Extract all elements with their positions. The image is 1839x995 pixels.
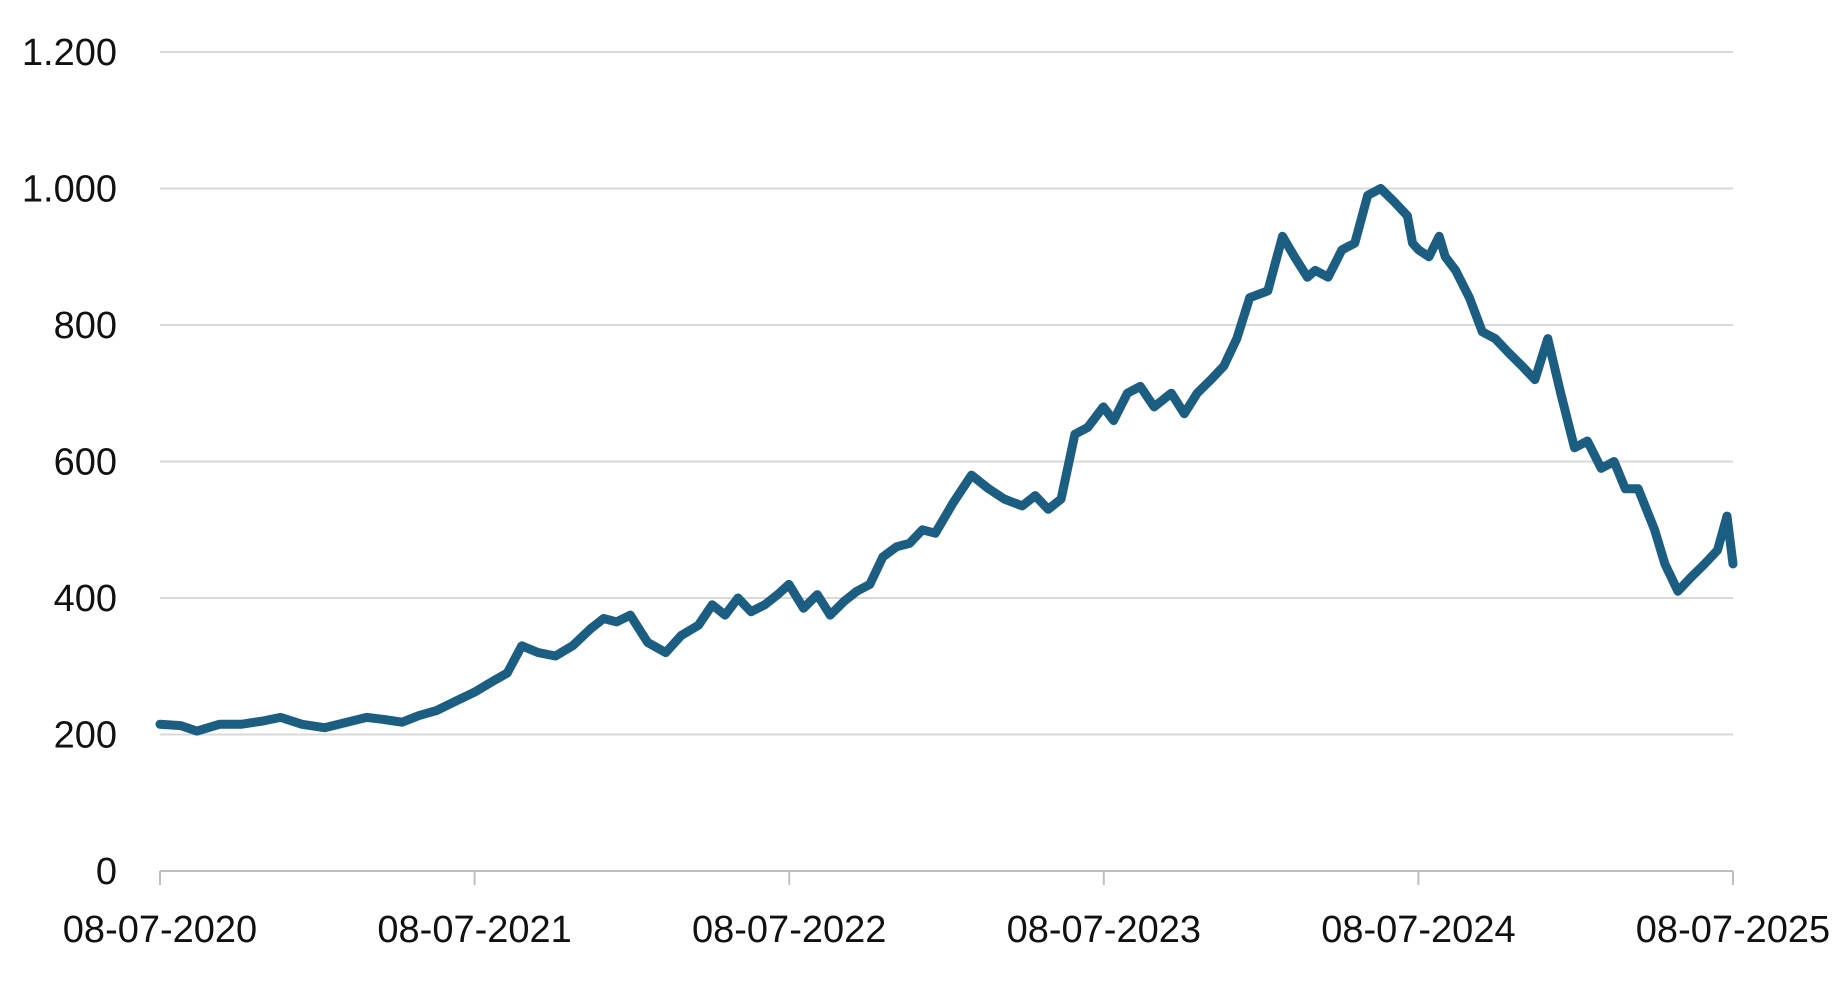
x-tick-label: 08-07-2022 bbox=[692, 909, 886, 951]
y-tick-label: 0 bbox=[96, 851, 117, 893]
x-tick-label: 08-07-2024 bbox=[1321, 909, 1515, 951]
y-tick-label: 400 bbox=[54, 578, 117, 620]
x-tick-label: 08-07-2023 bbox=[1007, 909, 1201, 951]
y-tick-label: 800 bbox=[54, 305, 117, 347]
y-tick-label: 1.200 bbox=[22, 32, 117, 74]
y-tick-label: 1.000 bbox=[22, 169, 117, 211]
series-layer bbox=[155, 184, 1738, 736]
y-tick-label: 600 bbox=[54, 442, 117, 484]
y-axis-tick-labels: 0 200 400 600 800 1.000 1.200 bbox=[22, 32, 117, 893]
x-tick-label: 08-07-2020 bbox=[63, 909, 257, 951]
series-line bbox=[155, 184, 1738, 736]
x-tick-label: 08-07-2025 bbox=[1636, 909, 1830, 951]
x-tick-label: 08-07-2021 bbox=[377, 909, 571, 951]
y-tick-label: 200 bbox=[54, 715, 117, 757]
gridlines bbox=[160, 51, 1733, 736]
x-axis bbox=[159, 870, 1734, 885]
x-axis-tick-labels: 08-07-2020 08-07-2021 08-07-2022 08-07-2023… bbox=[63, 909, 1830, 951]
